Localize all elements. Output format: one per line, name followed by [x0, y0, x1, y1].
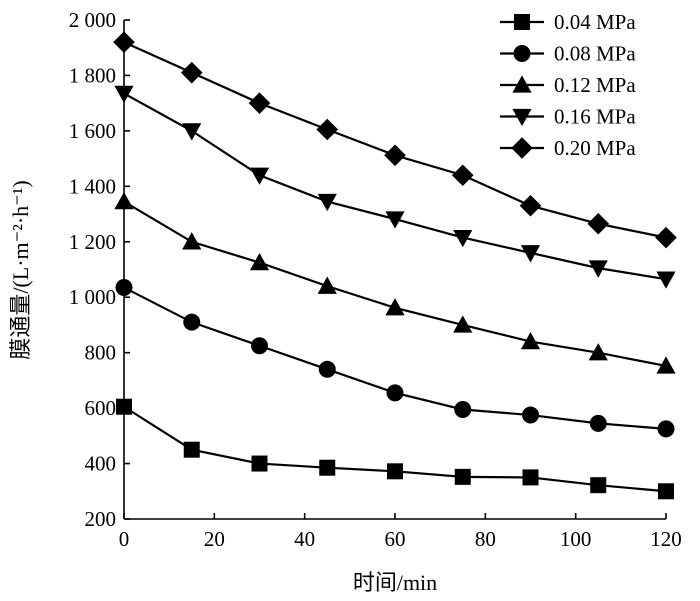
- data-point: [453, 229, 473, 248]
- legend-label: 0.04 MPa: [554, 10, 636, 34]
- legend-marker: [514, 14, 530, 30]
- x-axis-label: 时间/min: [353, 570, 437, 595]
- data-point: [182, 232, 202, 250]
- legend-marker: [512, 108, 532, 127]
- data-point: [316, 118, 339, 141]
- data-point: [384, 144, 406, 167]
- data-point: [251, 337, 268, 355]
- legend-item: 0.12 MPa: [500, 73, 636, 97]
- data-point: [658, 483, 674, 500]
- data-point: [656, 271, 676, 289]
- data-point: [453, 315, 473, 333]
- data-point: [248, 92, 271, 114]
- data-point: [317, 276, 337, 294]
- x-tick-label: 60: [385, 527, 406, 551]
- data-point: [656, 356, 676, 374]
- y-axis-label: 膜通量/(L·m⁻²·h⁻¹): [8, 180, 33, 359]
- legend-item: 0.20 MPa: [500, 136, 636, 160]
- data-point: [454, 468, 471, 485]
- legend-marker: [512, 75, 532, 93]
- y-tick-label: 1 600: [69, 119, 116, 143]
- y-tick-label: 1 200: [69, 230, 116, 254]
- legend-label: 0.20 MPa: [554, 136, 636, 160]
- data-point: [588, 343, 608, 361]
- x-tick-label: 120: [650, 527, 682, 551]
- legend-marker: [511, 137, 533, 159]
- data-point: [522, 406, 539, 424]
- data-point: [590, 477, 607, 494]
- data-point: [454, 400, 472, 418]
- y-tick-label: 1 400: [69, 174, 116, 198]
- data-point: [385, 211, 405, 229]
- y-tick-label: 1 000: [69, 285, 116, 309]
- data-point: [588, 260, 608, 278]
- data-point: [183, 441, 200, 458]
- data-point: [589, 414, 607, 432]
- data-point: [317, 193, 337, 212]
- data-point: [249, 167, 270, 185]
- legend-item: 0.16 MPa: [500, 105, 636, 129]
- legend-label: 0.16 MPa: [554, 105, 636, 129]
- data-point: [114, 191, 134, 210]
- data-point: [387, 463, 403, 480]
- data-point: [451, 164, 474, 187]
- x-tick-label: 20: [204, 527, 225, 551]
- legend-item: 0.08 MPa: [500, 42, 636, 66]
- y-tick-label: 600: [85, 396, 117, 420]
- data-point: [519, 194, 542, 217]
- y-tick-label: 200: [85, 507, 117, 531]
- legend-item: 0.04 MPa: [500, 10, 636, 34]
- x-tick-label: 100: [560, 527, 592, 551]
- series-0-08-mpa: [115, 279, 675, 438]
- series-0-12-mpa: [114, 191, 676, 374]
- data-point: [251, 455, 268, 472]
- data-point: [183, 313, 201, 331]
- data-point: [319, 459, 336, 476]
- series-0-04-mpa: [116, 398, 674, 500]
- legend-marker: [513, 45, 531, 62]
- data-point: [655, 226, 677, 249]
- y-tick-label: 2 000: [69, 8, 116, 32]
- data-point: [115, 279, 133, 297]
- y-tick-label: 800: [85, 341, 117, 365]
- data-point: [385, 298, 405, 316]
- data-point: [249, 252, 270, 271]
- data-point: [114, 85, 134, 104]
- data-point: [587, 212, 610, 235]
- legend: 0.04 MPa 0.08 MPa 0.12 MPa 0.16 MPa 0.20 MPa: [500, 10, 636, 160]
- data-point: [520, 245, 541, 263]
- legend-label: 0.08 MPa: [554, 42, 636, 66]
- y-tick-label: 400: [85, 452, 117, 476]
- series-0-16-mpa: [114, 85, 676, 289]
- x-tick-label: 40: [294, 527, 315, 551]
- series-group: [113, 31, 677, 500]
- data-point: [522, 469, 539, 486]
- x-tick-label: 0: [119, 527, 130, 551]
- x-tick-label: 80: [475, 527, 496, 551]
- data-point: [386, 384, 404, 402]
- series-0-20-mpa: [113, 31, 677, 249]
- data-point: [113, 31, 135, 53]
- data-point: [520, 331, 541, 350]
- data-point: [182, 123, 202, 141]
- legend-label: 0.12 MPa: [554, 73, 636, 97]
- data-point: [657, 420, 675, 438]
- y-tick-label: 1 800: [69, 63, 116, 87]
- data-point: [180, 61, 203, 84]
- data-point: [116, 398, 132, 415]
- data-point: [318, 360, 336, 378]
